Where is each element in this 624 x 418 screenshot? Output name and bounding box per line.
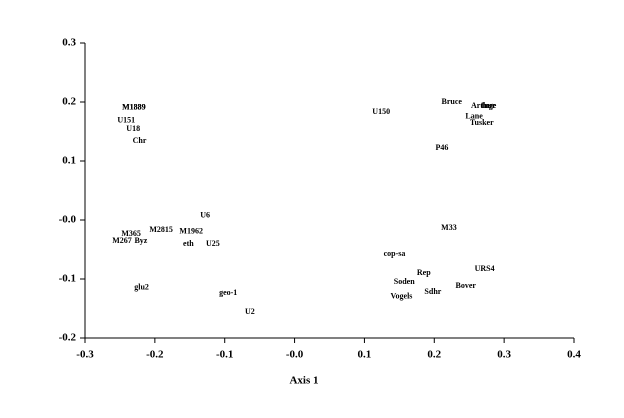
x-tick-label: -0.3 bbox=[76, 349, 94, 361]
point-label: Bruce bbox=[442, 97, 463, 106]
point-label: Vogels bbox=[390, 292, 412, 301]
x-tick-label: -0.0 bbox=[286, 349, 304, 361]
point-label: M1339 bbox=[122, 103, 146, 112]
point-label: P46 bbox=[436, 143, 449, 152]
point-label: Rep bbox=[417, 268, 431, 277]
x-tick-label: 0.4 bbox=[567, 349, 581, 361]
point-label: Inge bbox=[481, 101, 497, 110]
x-tick-label: 0.1 bbox=[358, 349, 372, 361]
x-tick-label: 0.2 bbox=[427, 349, 441, 361]
point-label: Byz bbox=[134, 236, 147, 245]
x-tick-label: -0.1 bbox=[216, 349, 233, 361]
point-label: eth bbox=[183, 239, 194, 248]
x-tick-label: 0.3 bbox=[497, 349, 511, 361]
point-label: M33 bbox=[441, 223, 457, 232]
point-label: M267 bbox=[112, 236, 132, 245]
point-label: U6 bbox=[200, 211, 210, 220]
point-label: Soden bbox=[394, 277, 415, 286]
point-label: Lane bbox=[465, 112, 483, 121]
y-tick-label: -0.0 bbox=[59, 214, 77, 226]
point-label: Sdhr bbox=[424, 287, 441, 296]
point-label: Chr bbox=[133, 136, 147, 145]
point-label: Bover bbox=[456, 281, 477, 290]
point-label: Arthur bbox=[471, 101, 496, 110]
y-tick-label: -0.2 bbox=[59, 332, 77, 344]
y-tick-label: -0.1 bbox=[59, 273, 76, 285]
point-label: U150 bbox=[372, 107, 390, 116]
point-label: U18 bbox=[126, 124, 140, 133]
point-label: M1962 bbox=[179, 227, 203, 236]
y-tick-label: 0.3 bbox=[62, 37, 76, 49]
point-label: M1889 bbox=[122, 103, 146, 112]
point-label: M365 bbox=[121, 229, 141, 238]
point-label: U25 bbox=[206, 239, 220, 248]
point-label: Tusker bbox=[470, 118, 494, 127]
point-label: URS4 bbox=[475, 264, 495, 273]
y-tick-label: 0.2 bbox=[62, 96, 76, 108]
point-label: U151 bbox=[117, 116, 135, 125]
y-tick-label: 0.1 bbox=[62, 155, 76, 167]
point-label: M2815 bbox=[149, 225, 173, 234]
point-label: glu2 bbox=[134, 283, 149, 292]
point-label: geo-1 bbox=[219, 288, 237, 297]
x-tick-label: -0.2 bbox=[146, 349, 164, 361]
point-label: U2 bbox=[245, 307, 255, 316]
point-label: cop-sa bbox=[384, 249, 406, 258]
x-axis-title: Axis 1 bbox=[289, 375, 318, 387]
